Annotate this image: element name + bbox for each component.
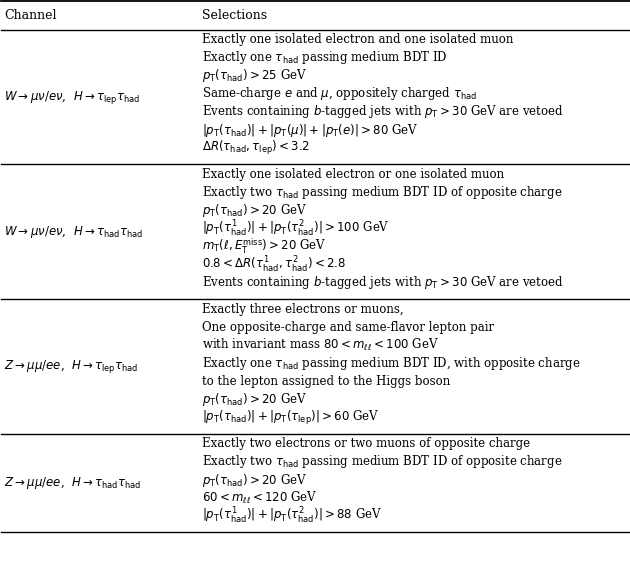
Text: Channel: Channel	[4, 8, 57, 21]
Text: $|p_{\mathrm{T}}(\tau_{\mathrm{had}}^{1})| + |p_{\mathrm{T}}(\tau_{\mathrm{had}}: $|p_{\mathrm{T}}(\tau_{\mathrm{had}}^{1}…	[202, 506, 382, 526]
Text: Exactly one isolated electron or one isolated muon: Exactly one isolated electron or one iso…	[202, 168, 504, 181]
Text: Events containing $b$-tagged jets with $p_{\mathrm{T}} > 30$ GeV are vetoed: Events containing $b$-tagged jets with $…	[202, 274, 564, 291]
Text: $|p_{\mathrm{T}}(\tau_{\mathrm{had}}^{1})| + |p_{\mathrm{T}}(\tau_{\mathrm{had}}: $|p_{\mathrm{T}}(\tau_{\mathrm{had}}^{1}…	[202, 218, 389, 239]
Text: $m_{\mathrm{T}}(\ell, E_{\mathrm{T}}^{\mathrm{miss}}) > 20$ GeV: $m_{\mathrm{T}}(\ell, E_{\mathrm{T}}^{\m…	[202, 237, 326, 256]
Text: Events containing $b$-tagged jets with $p_{\mathrm{T}} > 30$ GeV are vetoed: Events containing $b$-tagged jets with $…	[202, 104, 564, 120]
Text: Exactly two electrons or two muons of opposite charge: Exactly two electrons or two muons of op…	[202, 437, 530, 450]
Text: $p_{\mathrm{T}}(\tau_{\mathrm{had}}) > 20$ GeV: $p_{\mathrm{T}}(\tau_{\mathrm{had}}) > 2…	[202, 202, 307, 219]
Text: One opposite-charge and same-flavor lepton pair: One opposite-charge and same-flavor lept…	[202, 321, 494, 334]
Text: $|p_{\mathrm{T}}(\tau_{\mathrm{had}})| + |p_{\mathrm{T}}(\tau_{\mathrm{lep}})| >: $|p_{\mathrm{T}}(\tau_{\mathrm{had}})| +…	[202, 409, 379, 427]
Text: $|p_{\mathrm{T}}(\tau_{\mathrm{had}})| + |p_{\mathrm{T}}(\mu)| + |p_{\mathrm{T}}: $|p_{\mathrm{T}}(\tau_{\mathrm{had}})| +…	[202, 122, 418, 138]
Text: Same-charge $e$ and $\mu$, oppositely charged $\tau_{\mathrm{had}}$: Same-charge $e$ and $\mu$, oppositely ch…	[202, 86, 477, 102]
Text: $p_{\mathrm{T}}(\tau_{\mathrm{had}}) > 25$ GeV: $p_{\mathrm{T}}(\tau_{\mathrm{had}}) > 2…	[202, 68, 307, 84]
Text: $0.8 < \Delta R(\tau_{\mathrm{had}}^{1}, \tau_{\mathrm{had}}^{2}) < 2.8$: $0.8 < \Delta R(\tau_{\mathrm{had}}^{1},…	[202, 254, 346, 275]
Text: $Z \rightarrow \mu\mu/ee$,  $H \rightarrow \tau_{\mathrm{lep}}\tau_{\mathrm{had}: $Z \rightarrow \mu\mu/ee$, $H \rightarro…	[4, 358, 139, 375]
Text: to the lepton assigned to the Higgs boson: to the lepton assigned to the Higgs boso…	[202, 375, 450, 388]
Text: Exactly one $\tau_{\mathrm{had}}$ passing medium BDT ID: Exactly one $\tau_{\mathrm{had}}$ passin…	[202, 50, 447, 66]
Text: $p_{\mathrm{T}}(\tau_{\mathrm{had}}) > 20$ GeV: $p_{\mathrm{T}}(\tau_{\mathrm{had}}) > 2…	[202, 472, 307, 489]
Text: $\Delta R(\tau_{\mathrm{had}}, \tau_{\mathrm{lep}}) < 3.2$: $\Delta R(\tau_{\mathrm{had}}, \tau_{\ma…	[202, 139, 310, 157]
Text: $Z \rightarrow \mu\mu/ee$,  $H \rightarrow \tau_{\mathrm{had}}\tau_{\mathrm{had}: $Z \rightarrow \mu\mu/ee$, $H \rightarro…	[4, 475, 141, 491]
Text: Exactly one isolated electron and one isolated muon: Exactly one isolated electron and one is…	[202, 33, 513, 46]
Text: $W \rightarrow \mu\nu/e\nu$,  $H \rightarrow \tau_{\mathrm{had}}\tau_{\mathrm{ha: $W \rightarrow \mu\nu/e\nu$, $H \rightar…	[4, 224, 143, 240]
Text: Exactly three electrons or muons,: Exactly three electrons or muons,	[202, 303, 404, 316]
Text: Selections: Selections	[202, 8, 267, 21]
Text: with invariant mass $80 < m_{\ell\ell} < 100$ GeV: with invariant mass $80 < m_{\ell\ell} <…	[202, 337, 438, 354]
Text: Exactly one $\tau_{\mathrm{had}}$ passing medium BDT ID, with opposite charge: Exactly one $\tau_{\mathrm{had}}$ passin…	[202, 355, 581, 372]
Text: Exactly two $\tau_{\mathrm{had}}$ passing medium BDT ID of opposite charge: Exactly two $\tau_{\mathrm{had}}$ passin…	[202, 184, 563, 201]
Text: Exactly two $\tau_{\mathrm{had}}$ passing medium BDT ID of opposite charge: Exactly two $\tau_{\mathrm{had}}$ passin…	[202, 453, 563, 471]
Text: $p_{\mathrm{T}}(\tau_{\mathrm{had}}) > 20$ GeV: $p_{\mathrm{T}}(\tau_{\mathrm{had}}) > 2…	[202, 391, 307, 408]
Text: $60 < m_{\ell\ell} < 120$ GeV: $60 < m_{\ell\ell} < 120$ GeV	[202, 490, 318, 506]
Text: $W \rightarrow \mu\nu/e\nu$,  $H \rightarrow \tau_{\mathrm{lep}}\tau_{\mathrm{ha: $W \rightarrow \mu\nu/e\nu$, $H \rightar…	[4, 88, 140, 105]
